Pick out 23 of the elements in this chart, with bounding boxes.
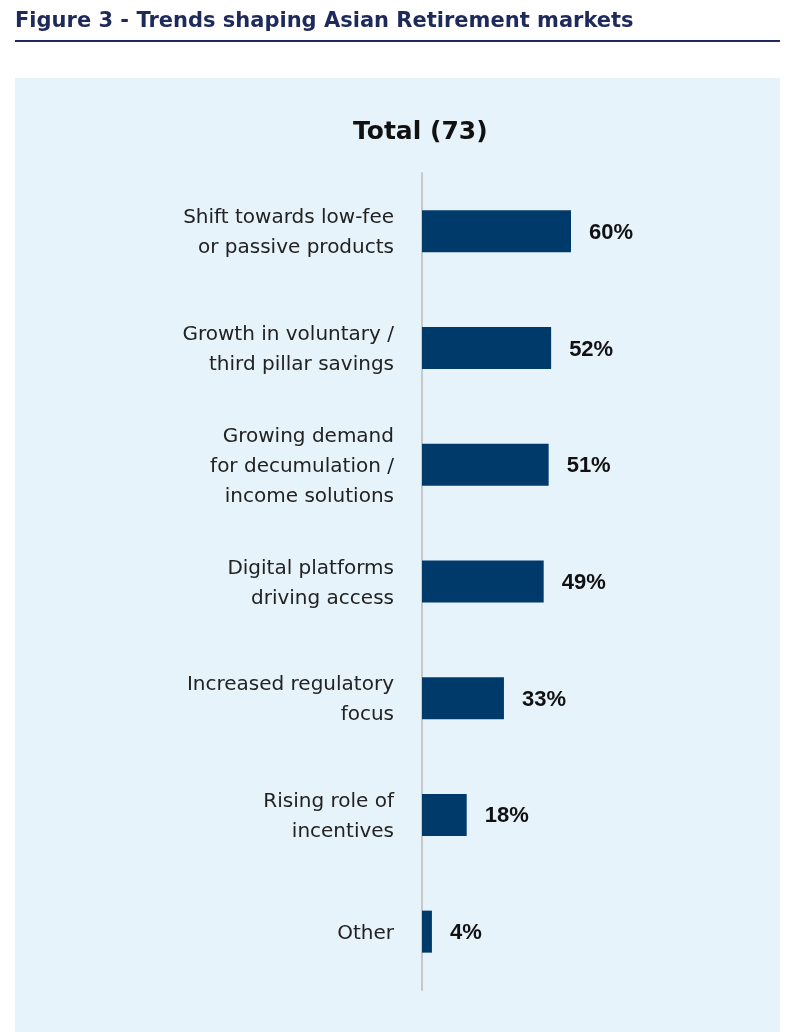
bar xyxy=(422,210,571,253)
data-label: 51% xyxy=(566,452,611,478)
y-tick-label: Increased regulatory focus xyxy=(186,671,395,726)
y-tick-label: Rising role of incentives xyxy=(263,787,395,842)
y-tick-label: Growth in voluntary / third pillar savings xyxy=(182,321,395,376)
data-label: 60% xyxy=(589,218,634,244)
chart-subtitle: Total (73) xyxy=(353,116,488,145)
bar xyxy=(422,793,467,836)
bar xyxy=(422,327,552,370)
data-label: 49% xyxy=(561,569,606,594)
data-label: 33% xyxy=(521,685,566,711)
bar xyxy=(422,677,504,720)
bar xyxy=(422,910,432,953)
data-label: 18% xyxy=(484,802,529,828)
bar xyxy=(422,560,544,603)
y-tick-label: Digital platforms driving access xyxy=(227,554,394,609)
chart-title: Figure 3 - Trends shaping Asian Retirement markets xyxy=(15,8,780,42)
y-tick-label: Growing demand for decumulation / income solutions xyxy=(210,422,395,507)
data-label: 4% xyxy=(449,919,482,945)
bar xyxy=(422,443,549,486)
data-label: 52% xyxy=(569,335,614,361)
y-tick-label: Other xyxy=(337,919,395,944)
y-tick-label: Shift towards low-fee or passive products xyxy=(183,204,394,259)
